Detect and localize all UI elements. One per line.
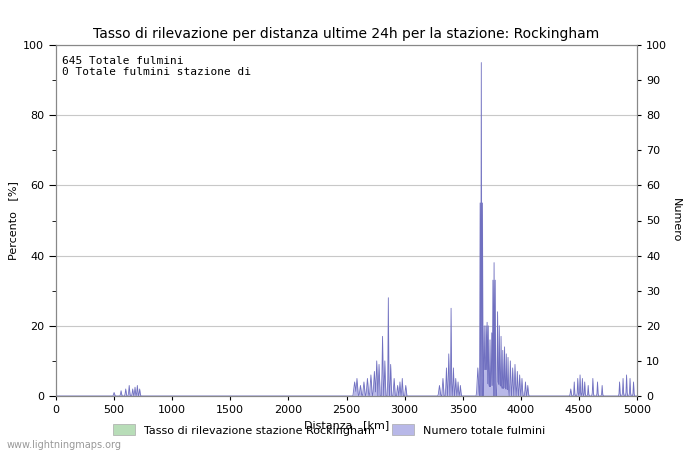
Title: Tasso di rilevazione per distanza ultime 24h per la stazione: Rockingham: Tasso di rilevazione per distanza ultime… bbox=[93, 27, 600, 41]
Text: www.lightningmaps.org: www.lightningmaps.org bbox=[7, 440, 122, 450]
Text: 645 Totale fulmini
0 Totale fulmini stazione di: 645 Totale fulmini 0 Totale fulmini staz… bbox=[62, 55, 251, 77]
X-axis label: Distanza   [km]: Distanza [km] bbox=[304, 421, 389, 431]
Y-axis label: Percento   [%]: Percento [%] bbox=[8, 181, 18, 260]
Y-axis label: Numero: Numero bbox=[671, 198, 681, 243]
Legend: Tasso di rilevazione stazione Rockingham, Numero totale fulmini: Tasso di rilevazione stazione Rockingham… bbox=[108, 419, 550, 440]
